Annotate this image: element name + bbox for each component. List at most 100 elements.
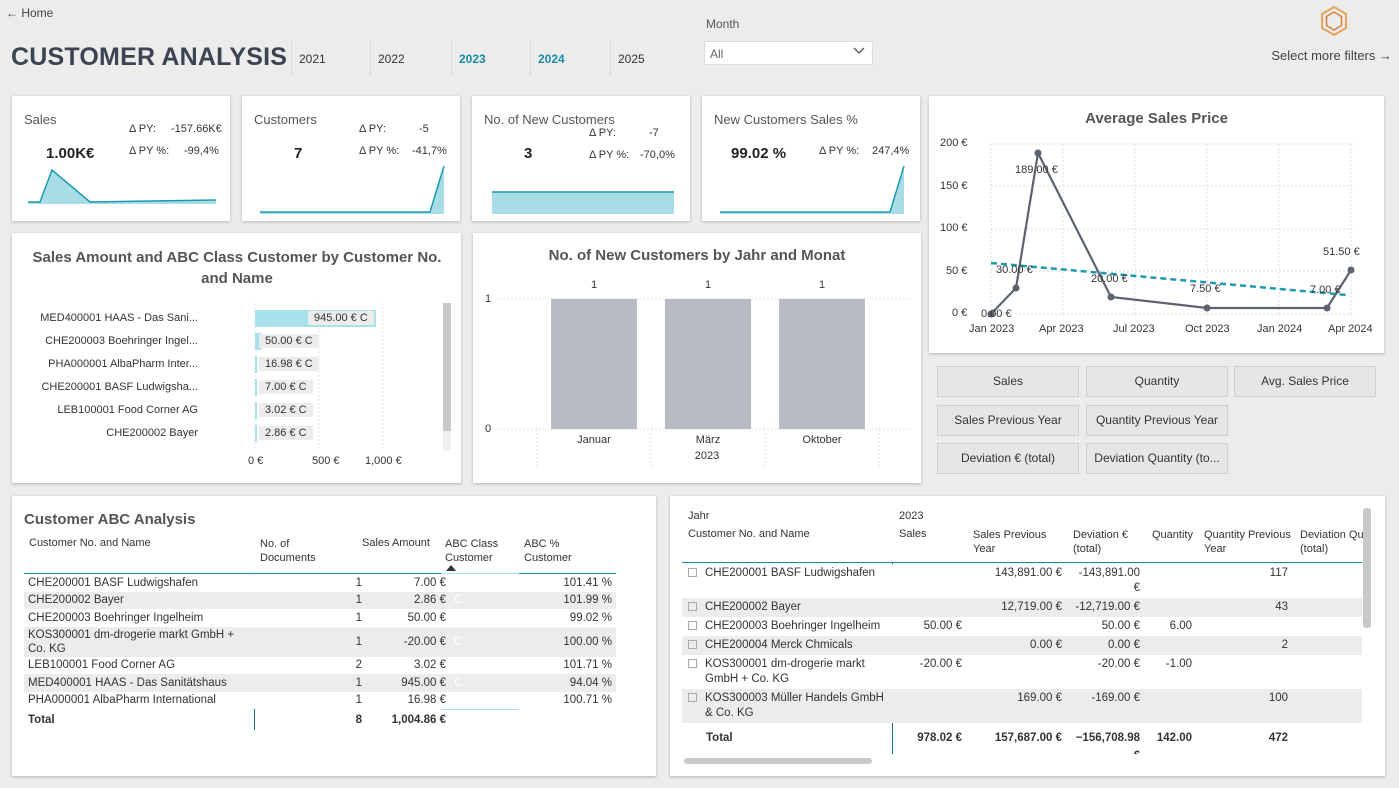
expand-icon[interactable]	[688, 568, 697, 577]
table-row[interactable]: LEB100001 Food Corner AG 2 3.02 € C 101.71 %	[24, 656, 616, 674]
kpi-delta-pct-value: 247,4%	[872, 145, 910, 157]
select-more-filters-link[interactable]: Select more filters →	[1271, 48, 1392, 63]
year-slicer-2025[interactable]: 2025	[610, 42, 684, 76]
measure-quantity-py-button[interactable]: Quantity Previous Year	[1086, 405, 1228, 436]
col-header-sales[interactable]: Sales	[899, 528, 927, 540]
table-row[interactable]: CHE200001 BASF Ludwigshafen 1 7.00 € C 101.4…	[24, 574, 616, 592]
x-tick: 1,000 €	[365, 455, 402, 467]
data-label: 0.00 €	[981, 308, 1012, 320]
year-slicer-2021[interactable]: 2021	[291, 42, 365, 76]
measure-quantity-button[interactable]: Quantity	[1086, 366, 1228, 397]
chart-title: Sales Amount and ABC Class Customer by C…	[32, 249, 442, 287]
col-header-documents[interactable]: No. of Documents	[260, 538, 316, 564]
scrollbar-track[interactable]	[443, 303, 451, 451]
year-slicer-2022[interactable]: 2022	[370, 42, 444, 76]
table-row[interactable]: CHE200002 Bayer 1 2.86 € C 101.99 %	[24, 591, 616, 609]
matrix-row[interactable]: KOS300003 Müller Handels GmbH & Co. KG 16…	[682, 689, 1362, 723]
vertical-scrollbar[interactable]	[1363, 508, 1371, 628]
col-header-quantity[interactable]: Quantity	[1152, 529, 1193, 541]
col-header-abc-class[interactable]: ABC Class Customer	[445, 538, 499, 564]
col-header-customer[interactable]: Customer No. and Name	[29, 537, 151, 549]
col-header-deviation-eur[interactable]: Deviation € (total)	[1073, 529, 1129, 555]
month-dropdown[interactable]: All	[704, 41, 873, 65]
measure-deviation-qty-button[interactable]: Deviation Quantity (to...	[1086, 443, 1228, 474]
row-label: KOS300001 dm-drogerie markt GmbH + Co. K…	[705, 658, 865, 685]
category-label: Oktober	[802, 434, 842, 446]
matrix-row[interactable]: CHE200002 Bayer 12,719.00 € -12,719.00 € 43	[682, 598, 1362, 617]
kpi-title: No. of New Customers	[484, 112, 615, 127]
expand-icon[interactable]	[688, 693, 697, 702]
year-slicer-2023[interactable]: 2023	[451, 42, 525, 76]
matrix-cell: 50.00 €	[923, 620, 962, 632]
total-cell: Total	[28, 714, 55, 726]
expand-icon[interactable]	[688, 602, 697, 611]
page-title: CUSTOMER ANALYSIS	[11, 43, 288, 71]
matrix-cell: -	[1292, 564, 1362, 598]
kpi-sparkline	[28, 168, 216, 204]
col-header-quantity-py[interactable]: Quantity Previous Year	[1204, 529, 1291, 555]
data-label: 51.50 €	[1323, 246, 1360, 258]
matrix-body: CHE200001 BASF Ludwigshafen 143,891.00 € -…	[682, 564, 1362, 754]
col-header-sales-py[interactable]: Sales Previous Year	[973, 529, 1047, 555]
kpi-delta-label: Δ PY:	[129, 123, 156, 135]
data-point	[1203, 304, 1211, 312]
expand-icon[interactable]	[688, 621, 697, 630]
bar[interactable]	[779, 299, 865, 429]
matrix-row[interactable]: CHE200001 BASF Ludwigshafen 143,891.00 € -…	[682, 564, 1362, 598]
matrix-row[interactable]: KOS300001 dm-drogerie markt GmbH + Co. K…	[682, 655, 1362, 689]
matrix-cell: 0.00 €	[1030, 639, 1062, 651]
scrollbar-thumb[interactable]	[443, 303, 451, 431]
category-label: CHE200001 BASF Ludwigsha...	[41, 381, 198, 393]
kpi-new-sales-pct-card: New Customers Sales % 99.02 % Δ PY %: 24…	[702, 96, 920, 221]
bar[interactable]	[255, 356, 258, 373]
bar[interactable]	[255, 402, 257, 419]
kpi-delta-value: -7	[649, 127, 659, 139]
matrix-cell	[1144, 636, 1196, 655]
data-label: 7.00 €	[1310, 284, 1341, 296]
matrix-cell	[1196, 617, 1292, 636]
matrix-row[interactable]: CHE200003 Boehringer Ingelheim 50.00 € 50.…	[682, 617, 1362, 636]
bar[interactable]	[551, 299, 637, 429]
horizontal-scrollbar[interactable]	[684, 758, 872, 764]
measure-sales-button[interactable]: Sales	[937, 366, 1079, 397]
total-cell: 1,004.86 €	[391, 714, 446, 726]
x-tick: Jan 2024	[1257, 323, 1303, 335]
row-label: CHE200003 Boehringer Ingelheim	[705, 620, 881, 632]
table-cell: 1	[355, 635, 362, 648]
expand-icon[interactable]	[688, 640, 697, 649]
measure-sales-py-button[interactable]: Sales Previous Year	[937, 405, 1079, 436]
year-slicer-2024[interactable]: 2024	[530, 42, 604, 76]
table-row[interactable]: MED400001 HAAS - Das Sanitätshaus 1 945.00…	[24, 674, 616, 692]
bar[interactable]	[665, 299, 751, 429]
measure-deviation-eur-button[interactable]: Deviation € (total)	[937, 443, 1079, 474]
bar[interactable]	[255, 425, 257, 442]
table-row[interactable]: PHA000001 AlbaPharm International 1 16.98 …	[24, 691, 616, 709]
bar[interactable]	[255, 379, 257, 396]
col-header-abc-pct[interactable]: ABC % Customer	[524, 538, 572, 564]
kpi-sparkline	[260, 166, 445, 214]
kpi-value: 3	[524, 145, 533, 162]
chevron-down-icon	[853, 47, 865, 54]
expand-icon[interactable]	[688, 659, 697, 668]
col-header-sales[interactable]: Sales Amount	[362, 537, 430, 549]
matrix-cell: -20.00 €	[1097, 658, 1140, 670]
matrix-row[interactable]: CHE200004 Merck Chmicals 0.00 € 0.00 € 2	[682, 636, 1362, 655]
col-header-customer[interactable]: Customer No. and Name	[688, 528, 810, 540]
matrix-cell: 143,891.00 €	[994, 567, 1062, 579]
bar[interactable]	[255, 333, 262, 350]
table-cell: 3.02 €	[414, 659, 446, 672]
y-tick: 0	[485, 423, 492, 435]
table-row[interactable]: KOS300001 dm-drogerie markt GmbH + Co. K…	[24, 626, 616, 657]
chart-title: Average Sales Price	[1085, 110, 1228, 127]
measure-avg-price-button[interactable]: Avg. Sales Price	[1234, 366, 1376, 397]
table-cell: C	[454, 694, 463, 707]
table-row[interactable]: CHE200003 Boehringer Ingelheim 1 50.00 € C 9…	[24, 609, 616, 627]
total-cell: 142.00	[1156, 732, 1192, 744]
col-header-deviation-qty[interactable]: Deviation Qu (total)	[1300, 529, 1364, 555]
home-link[interactable]: ← Home	[6, 6, 54, 20]
abc-table: CHE200001 BASF Ludwigshafen 1 7.00 € C 101.4…	[24, 574, 616, 731]
table-cell: 101.99 %	[563, 594, 612, 607]
table-cell: C	[454, 594, 463, 607]
kpi-delta-pct-value: -99,4%	[184, 145, 219, 157]
kpi-delta-label: Δ PY:	[589, 127, 616, 139]
